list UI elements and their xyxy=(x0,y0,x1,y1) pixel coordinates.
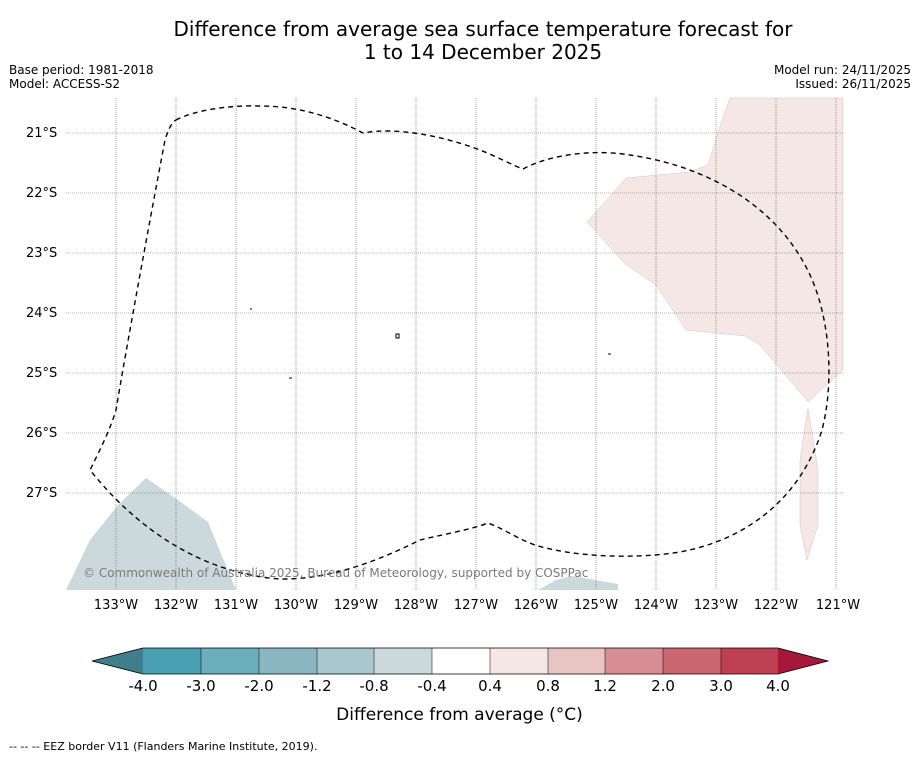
colorbar-bin xyxy=(721,648,778,674)
colorbar-tick: 0.4 xyxy=(478,677,502,695)
island xyxy=(395,333,400,339)
colorbar-bin xyxy=(605,648,663,674)
longitude-label: 122°W xyxy=(753,598,799,613)
latitude-label: 24°S xyxy=(26,306,58,321)
longitude-label: 129°W xyxy=(333,598,379,613)
colorbar-extend-low xyxy=(92,648,143,674)
colorbar-bin xyxy=(143,648,201,674)
colorbar-tick: -0.4 xyxy=(417,677,447,695)
colorbar-tick: -3.0 xyxy=(186,677,216,695)
title-line-2: 1 to 14 December 2025 xyxy=(363,40,603,64)
longitude-label: 130°W xyxy=(273,598,319,613)
warm-anomaly-region-strip xyxy=(799,407,819,561)
eez-border xyxy=(89,105,830,580)
latitude-label: 22°S xyxy=(26,186,58,201)
map-copyright: © Commonwealth of Australia 2025, Bureau… xyxy=(83,566,588,580)
latitude-label: 26°S xyxy=(26,426,58,441)
latitude-label: 27°S xyxy=(26,486,58,501)
longitude-label: 125°W xyxy=(573,598,619,613)
latitude-label: 23°S xyxy=(26,246,58,261)
colorbar-tick: 4.0 xyxy=(766,677,790,695)
longitude-label: 128°W xyxy=(393,598,439,613)
model-name: Model: ACCESS-S2 xyxy=(9,77,121,91)
colorbar xyxy=(91,647,830,675)
latitude-gridlines xyxy=(66,132,843,494)
longitude-label: 123°W xyxy=(693,598,739,613)
chart-title: Difference from average sea surface temp… xyxy=(0,18,919,64)
colorbar-label: Difference from average (°C) xyxy=(336,705,583,725)
eez-footnote: -- -- -- EEZ border V11 (Flanders Marine… xyxy=(9,740,318,753)
base-period: Base period: 1981-2018 xyxy=(9,63,154,77)
model-run: Model run: 24/11/2025 xyxy=(773,63,911,77)
colorbar-bin xyxy=(663,648,721,674)
colorbar-tick: -4.0 xyxy=(128,677,158,695)
cool-anomaly-region-southwest xyxy=(66,478,236,590)
colorbar-tick: -0.8 xyxy=(359,677,389,695)
longitude-label: 131°W xyxy=(213,598,259,613)
longitude-label: 133°W xyxy=(93,598,139,613)
colorbar-outline xyxy=(91,647,830,675)
latitude-label: 25°S xyxy=(26,366,58,381)
issued-date: Issued: 26/11/2025 xyxy=(795,77,911,91)
longitude-label: 124°W xyxy=(633,598,679,613)
colorbar-tick: 2.0 xyxy=(651,677,675,695)
colorbar-tick: 0.8 xyxy=(536,677,560,695)
colorbar-bin xyxy=(548,648,605,674)
longitude-gridlines xyxy=(115,98,837,590)
colorbar-bin xyxy=(374,648,432,674)
longitude-label: 121°W xyxy=(815,598,861,613)
colorbar-bin xyxy=(490,648,548,674)
meta-left: Base period: 1981-2018 Model: ACCESS-S2 xyxy=(9,63,154,91)
latitude-label: 21°S xyxy=(26,126,58,141)
longitude-label: 127°W xyxy=(453,598,499,613)
colorbar-bin xyxy=(432,648,490,674)
colorbar-tick: 1.2 xyxy=(593,677,617,695)
colorbar-extend-high xyxy=(778,648,828,674)
colorbar-bin xyxy=(317,648,374,674)
warm-anomaly-region-east xyxy=(586,97,844,403)
colorbar-tick: -2.0 xyxy=(244,677,274,695)
longitude-label: 132°W xyxy=(153,598,199,613)
meta-right: Model run: 24/11/2025 Issued: 26/11/2025 xyxy=(774,63,911,91)
colorbar-tick: 3.0 xyxy=(709,677,733,695)
colorbar-bin xyxy=(259,648,317,674)
title-line-1: Difference from average sea surface temp… xyxy=(173,17,793,41)
longitude-label: 126°W xyxy=(513,598,559,613)
colorbar-bin xyxy=(201,648,259,674)
colorbar-tick: -1.2 xyxy=(302,677,332,695)
cool-anomaly-region-south xyxy=(538,576,618,590)
